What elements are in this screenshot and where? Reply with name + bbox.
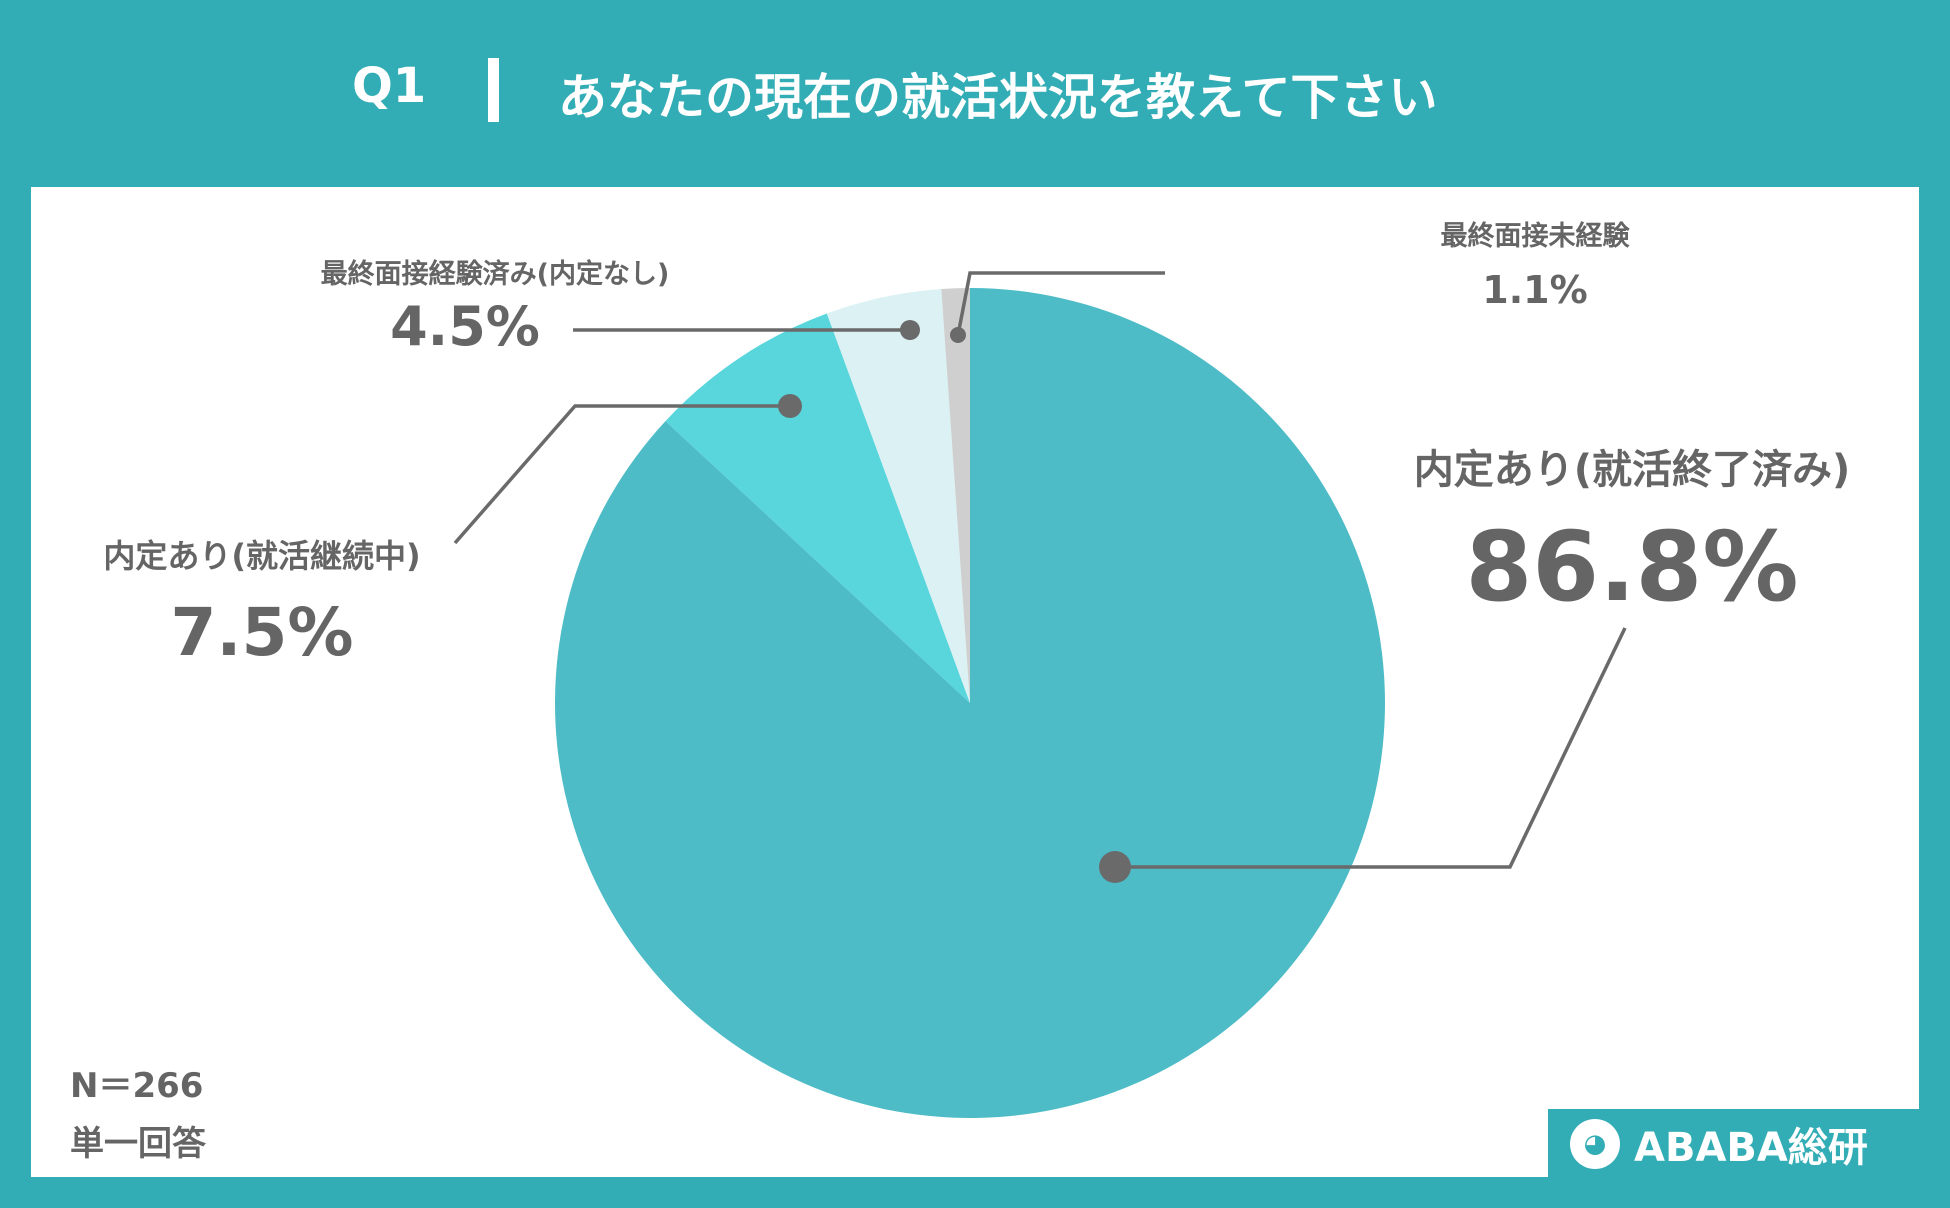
mascot-icon: ◕	[1570, 1119, 1620, 1169]
slice-label-1: 内定あり(就活終了済み)	[1414, 447, 1851, 493]
slice-value-2: 7.5%	[170, 594, 353, 671]
question-number: Q1	[352, 58, 427, 114]
slice-label-2: 内定あり(就活継続中)	[103, 537, 420, 575]
leader-dot-4	[950, 327, 966, 343]
pie-slice-1	[555, 288, 1385, 1119]
pie-slice-3	[826, 288, 970, 703]
pie-slice-4	[941, 288, 970, 703]
slice-value-3: 4.5%	[390, 295, 540, 358]
leader-line-1	[1115, 627, 1627, 869]
leader-line-4	[956, 271, 1165, 336]
sample-size-note: N＝266	[70, 1066, 204, 1106]
slice-label-3: 最終面接経験済み(内定なし)	[321, 258, 670, 290]
question-title: あなたの現在の就活状況を教えて下さい	[558, 69, 1438, 126]
pie-slice-2	[665, 313, 970, 703]
leader-dot-3	[900, 320, 920, 340]
logo-text: ABABA総研	[1634, 1125, 1868, 1171]
answer-type-note: 単一回答	[70, 1124, 206, 1164]
slice-value-1: 86.8%	[1465, 511, 1798, 623]
title-divider	[488, 58, 499, 122]
slice-value-4: 1.1%	[1482, 268, 1587, 312]
leader-dot-2	[778, 394, 802, 418]
leader-line-2	[453, 404, 790, 545]
header-bar: Q1 あなたの現在の就活状況を教えて下さい	[0, 0, 1950, 185]
brand-logo: ◕ ABABA総研	[1548, 1109, 1920, 1179]
slice-label-4: 最終面接未経験	[1441, 220, 1631, 252]
leader-dot-1	[1099, 851, 1131, 883]
